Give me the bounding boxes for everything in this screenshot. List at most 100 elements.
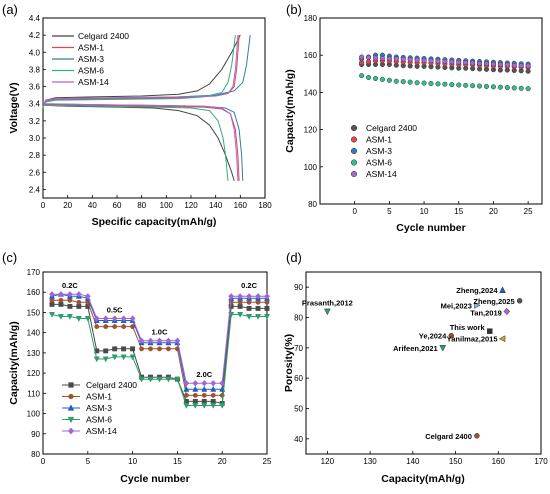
panel-a-legend-label: ASM-3 (78, 54, 104, 64)
panel-c-rate-label: 0.2C (62, 281, 78, 290)
panel-b-point (421, 57, 427, 63)
panel-c-ytick-label: 130 (27, 349, 41, 358)
panel-b-point (414, 80, 420, 86)
panel-b-legend-marker (350, 136, 358, 143)
panel-c-point (48, 312, 56, 318)
panel-a-ytick-label: 4.2 (29, 31, 41, 40)
panel-c-legend-marker (67, 416, 75, 424)
panel-b-ytick-label: 80 (308, 200, 317, 209)
panel-b-point (449, 82, 455, 88)
panel-c-ytick-label: 90 (31, 430, 40, 439)
panel-b-legend-marker (350, 147, 358, 155)
panel-c-point (228, 293, 235, 300)
panel-c-point (156, 376, 163, 383)
panel-c-point (147, 337, 154, 344)
panel-b-legend-label: ASM-6 (366, 158, 392, 168)
panel-b-point (511, 62, 517, 68)
panel-c-point (201, 392, 207, 398)
panel-b-point (463, 60, 469, 66)
panel-c-point (183, 379, 190, 387)
panel-c-ytick-label: 120 (27, 369, 41, 378)
panel-c-point (263, 314, 271, 320)
panel-a-charge-curve-4 (42, 35, 239, 108)
panel-d-point (516, 298, 523, 304)
panel-a-xtick-label: 80 (137, 201, 146, 210)
panel-b-xtick-label: 20 (489, 207, 498, 216)
panel-a-charge-curve-0 (42, 34, 241, 108)
panel-b-point (442, 81, 448, 87)
panel-d-ytick-label: 40 (294, 435, 303, 444)
panel-c-ticks: 0 5 10 15 20 25 80 90 100 110 120 130 140 150 160 170 (27, 268, 272, 466)
panel-c-point (75, 316, 82, 322)
panel-c-point (111, 354, 118, 361)
panel-c-point (148, 346, 153, 352)
panel-d-xtick-label: 160 (492, 457, 506, 466)
panel-b-point (359, 54, 365, 60)
panel-c-point (219, 379, 226, 387)
panel-c-point (130, 346, 136, 352)
panel-c-point (246, 314, 253, 320)
panel-d-point (474, 301, 481, 309)
panel-c-label: (c) (2, 250, 17, 265)
panel-c-xtick-label: 20 (218, 457, 227, 466)
panel-b-point (400, 79, 406, 85)
panel-d: (d) 120 130 140 150 160 170 40 50 60 70 80 90 Prasa… (283, 250, 548, 485)
panel-c-point (165, 376, 172, 383)
panel-d-point-label: Ye,2024 (419, 332, 447, 341)
panel-b-point (379, 55, 385, 61)
panel-d-points: Prasanth,2012 Zheng,2024 Mei,2023Zheng,202… (302, 286, 523, 441)
panel-a-ytick-label: 3.4 (29, 100, 41, 109)
panel-c-point (67, 297, 73, 303)
panel-b-ylabel: Capacity(mAh/g) (284, 69, 296, 152)
panel-c-point (165, 346, 171, 352)
panel-b-point (463, 82, 469, 88)
panel-a-charge-curve-3 (42, 35, 236, 109)
panel-a-discharge-curve-1 (42, 102, 240, 181)
panel-c-point (102, 356, 109, 363)
panel-c-series (48, 290, 271, 409)
panel-b-point (359, 73, 365, 79)
panel-c-rate-label: 0.5C (107, 305, 123, 314)
panel-c-rate-label: 1.0C (152, 328, 168, 337)
panel-a-discharge-curve-4 (42, 101, 239, 181)
panel-b-point (435, 58, 441, 64)
panel-d-point (439, 345, 447, 352)
panel-a-ytick-label: 3.2 (29, 117, 41, 126)
panel-d-frame (305, 271, 542, 455)
panel-c-point (201, 379, 208, 387)
panel-c-point (174, 376, 181, 383)
panel-b-xtick-label: 10 (420, 207, 429, 216)
panel-c-xtick-label: 0 (41, 457, 46, 466)
panel-b-legend-label: ASM-1 (366, 135, 392, 145)
panel-c-point (237, 312, 244, 318)
panel-b-point (379, 76, 385, 82)
panel-c-point (237, 299, 243, 305)
panel-a-discharge-curve-0 (42, 101, 235, 182)
panel-d-ytick-label: 60 (294, 374, 303, 383)
panel-b-point (442, 58, 448, 65)
panel-d-point (486, 328, 493, 334)
panel-c-legend-marker (67, 427, 75, 435)
panel-c-point (76, 299, 82, 305)
panel-d-ytick-label: 90 (294, 283, 303, 292)
panel-c-point (255, 299, 261, 305)
panel-a-xtick-label: 40 (88, 201, 97, 210)
panel-d-point (503, 307, 511, 316)
panel-a-xtick-label: 20 (63, 201, 72, 210)
panel-b-label: (b) (286, 2, 302, 17)
panel-d-point-label: Yanilmaz,2015 (447, 335, 498, 344)
panel-c-point (201, 403, 208, 409)
panel-c-point (157, 346, 162, 352)
panel-b-point (477, 60, 483, 66)
panel-c-xtick-label: 10 (128, 457, 137, 466)
panel-c-point (192, 379, 199, 387)
panel-c-point (129, 315, 136, 322)
panel-b-point (525, 63, 531, 69)
panel-b-point (372, 55, 379, 61)
panel-c-rate-labels: 0.2C 0.5C 1.0C 2.0C 0.2C (62, 281, 258, 379)
panel-b-point (449, 59, 455, 65)
panel-d-point-label: Zheng,2025 (473, 297, 514, 306)
panel-b-point (504, 62, 510, 68)
panel-c-point (254, 314, 262, 320)
